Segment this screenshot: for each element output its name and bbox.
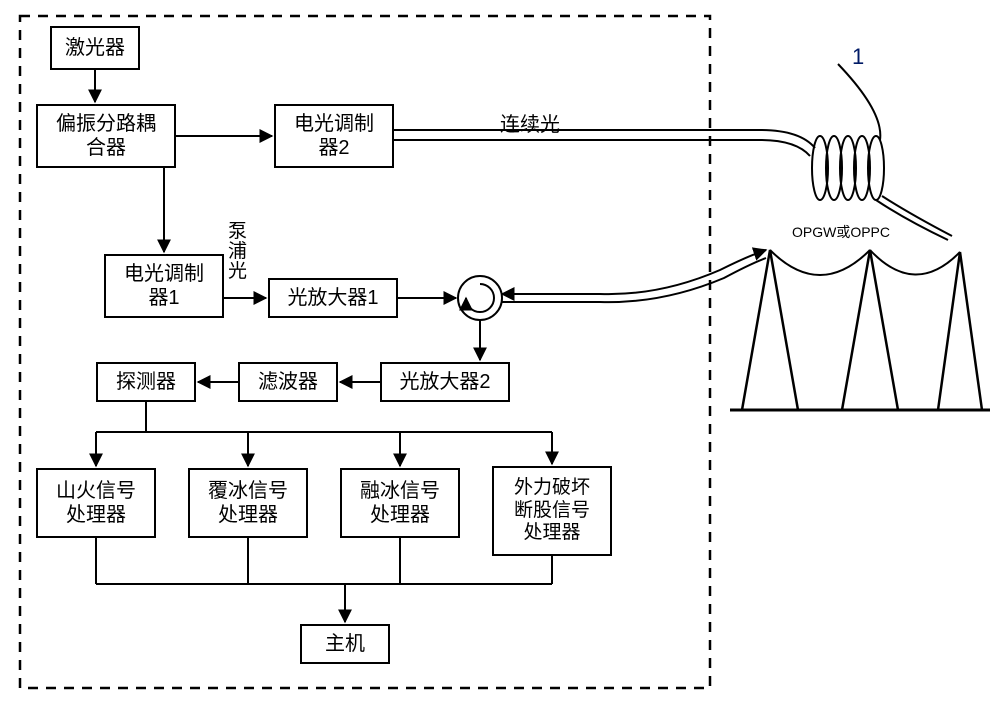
tower-3 (938, 252, 982, 410)
circulator (458, 276, 502, 320)
wire-1-2 (770, 250, 870, 275)
diagram-svg (0, 0, 1000, 704)
coil-to-tower-a (882, 196, 952, 236)
dashed-boundary (20, 16, 710, 688)
lead-to-1 (838, 64, 880, 140)
tower-1 (742, 250, 798, 410)
diagram-stage: 激光器 偏振分路耦 合器 电光调制 器2 电光调制 器1 光放大器1 光放大器2… (0, 0, 1000, 704)
tower-2 (842, 250, 898, 410)
wire-2-3 (870, 250, 960, 275)
edge-circ-opgw-a (502, 250, 766, 294)
coil-to-tower-b (876, 200, 948, 240)
edge-eom2-coil-b (394, 140, 810, 156)
edge-circ-opgw-b (502, 258, 766, 302)
